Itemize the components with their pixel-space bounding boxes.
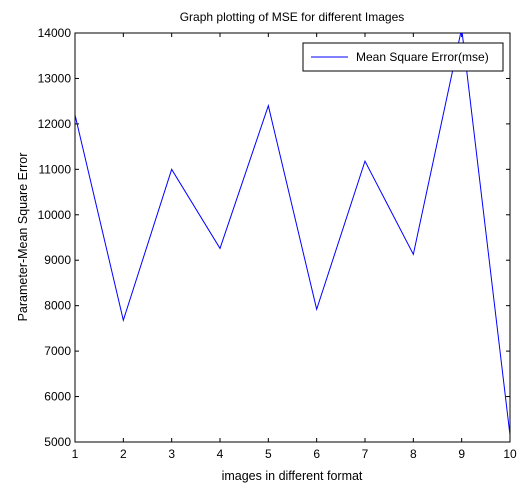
y-tick-label: 11000: [39, 162, 72, 176]
y-tick-label: 9000: [44, 253, 71, 267]
x-tick-label: 4: [217, 447, 224, 461]
x-tick-label: 3: [168, 447, 175, 461]
y-axis-title: Parameter-Mean Square Error: [16, 153, 30, 322]
x-tick-label: 9: [458, 447, 465, 461]
plot-area: [75, 33, 510, 442]
x-tick-label: 7: [362, 447, 369, 461]
x-tick-label: 8: [410, 447, 417, 461]
x-tick-label: 2: [120, 447, 127, 461]
x-tick-label: 5: [265, 447, 272, 461]
legend: Mean Square Error(mse): [303, 43, 503, 71]
y-tick-label: 14000: [38, 26, 72, 40]
x-axis-title: images in different format: [222, 469, 363, 483]
y-tick-label: 12000: [38, 117, 72, 131]
y-tick-label: 7000: [44, 344, 71, 358]
y-tick-label: 10000: [38, 208, 72, 222]
chart-title: Graph plotting of MSE for different Imag…: [180, 10, 405, 24]
y-tick-label: 13000: [38, 71, 72, 85]
y-tick-label: 6000: [44, 390, 71, 404]
y-tick-label: 5000: [44, 435, 71, 449]
x-tick-label: 1: [72, 447, 79, 461]
x-tick-label: 10: [503, 447, 517, 461]
y-tick-label: 8000: [44, 299, 71, 313]
legend-label: Mean Square Error(mse): [356, 50, 489, 64]
x-tick-label: 6: [313, 447, 320, 461]
